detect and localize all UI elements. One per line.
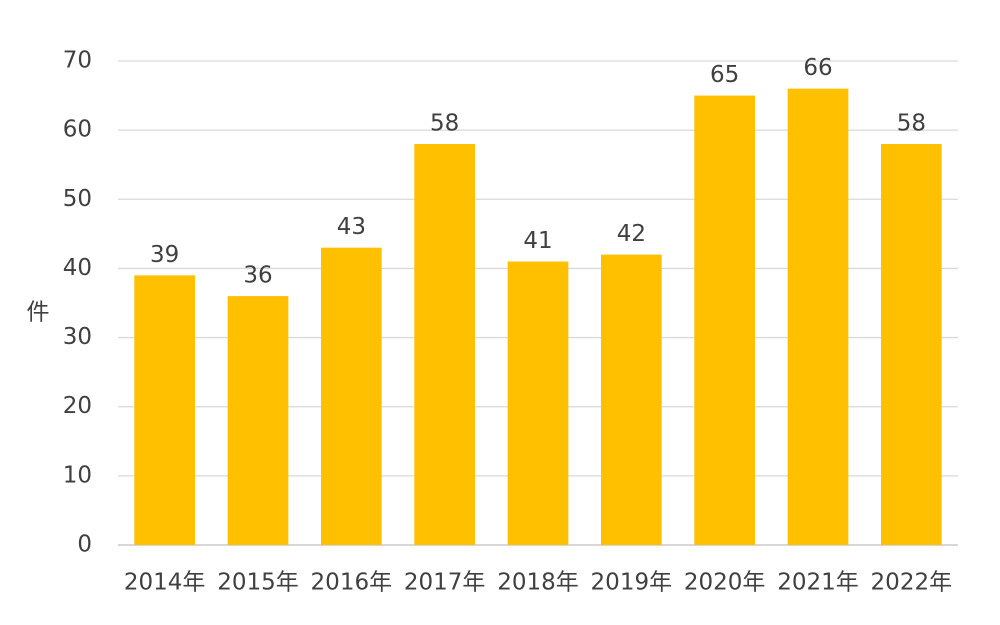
bar bbox=[694, 95, 755, 546]
y-tick-label: 20 bbox=[63, 393, 92, 419]
data-label: 65 bbox=[710, 62, 739, 88]
bar bbox=[787, 88, 849, 546]
bar bbox=[134, 275, 195, 545]
y-tick-label: 40 bbox=[63, 255, 92, 281]
x-tick-label: 2017年 bbox=[404, 570, 486, 596]
bar bbox=[414, 143, 475, 545]
data-label: 41 bbox=[523, 228, 552, 254]
data-label: 58 bbox=[430, 110, 459, 136]
x-axis-tick-labels: 2014年 2015年 2016年 2017年 2018年 2019年 2020年 2021年… bbox=[124, 570, 952, 596]
x-tick-label: 2020年 bbox=[684, 570, 766, 596]
y-tick-label: 10 bbox=[63, 462, 92, 488]
data-label: 39 bbox=[150, 242, 179, 268]
bar bbox=[507, 261, 569, 545]
x-tick-label: 2015年 bbox=[217, 570, 299, 596]
bar bbox=[321, 247, 382, 545]
x-tick-label: 2022年 bbox=[871, 570, 953, 596]
x-tick-label: 2021年 bbox=[777, 570, 859, 596]
data-label: 42 bbox=[617, 221, 646, 247]
y-tick-label: 60 bbox=[63, 117, 92, 143]
data-label: 58 bbox=[897, 110, 926, 136]
y-tick-label: 70 bbox=[63, 48, 92, 74]
bars bbox=[134, 88, 942, 546]
y-tick-label: 0 bbox=[77, 532, 92, 558]
y-tick-label: 30 bbox=[63, 324, 92, 350]
data-label: 43 bbox=[337, 214, 366, 240]
y-axis-tick-labels: 0 10 20 30 40 50 60 70 bbox=[63, 48, 92, 558]
data-label: 66 bbox=[803, 55, 832, 81]
x-tick-label: 2019年 bbox=[591, 570, 673, 596]
data-label: 36 bbox=[243, 263, 272, 289]
x-tick-label: 2016年 bbox=[311, 570, 393, 596]
y-axis-title: 件 bbox=[27, 300, 50, 326]
y-tick-label: 50 bbox=[63, 186, 92, 212]
bar bbox=[227, 296, 289, 545]
bar bbox=[881, 143, 942, 545]
data-labels: 39 36 43 58 41 42 65 66 58 bbox=[150, 55, 926, 288]
bar bbox=[601, 254, 662, 545]
x-tick-label: 2018年 bbox=[497, 570, 579, 596]
x-tick-label: 2014年 bbox=[124, 570, 206, 596]
